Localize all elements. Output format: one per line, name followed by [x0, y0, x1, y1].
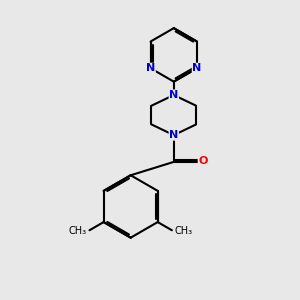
- Text: N: N: [146, 63, 155, 73]
- Text: CH₃: CH₃: [174, 226, 192, 236]
- Text: O: O: [198, 156, 208, 166]
- Text: N: N: [169, 90, 178, 100]
- Text: N: N: [192, 63, 202, 73]
- Text: CH₃: CH₃: [69, 226, 87, 236]
- Text: N: N: [169, 130, 178, 140]
